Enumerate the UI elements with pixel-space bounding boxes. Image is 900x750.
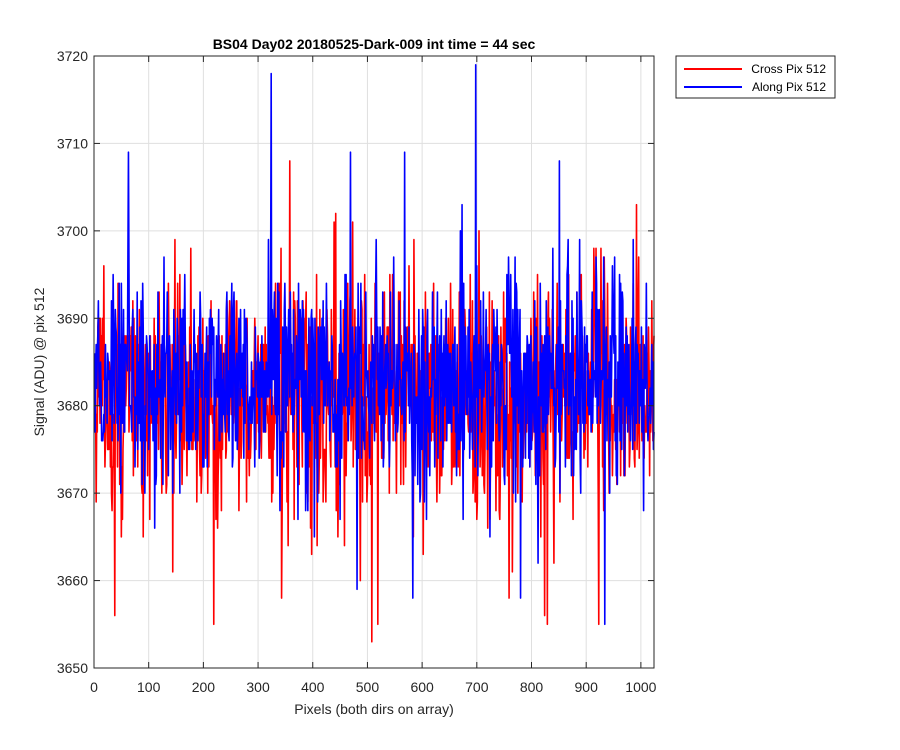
y-tick-label: 3690	[57, 310, 88, 326]
y-axis-label: Signal (ADU) @ pix 512	[31, 287, 47, 436]
legend-label-along-pix-512: Along Pix 512	[752, 80, 826, 94]
x-tick-label: 600	[410, 679, 434, 695]
legend-box	[675, 55, 836, 99]
y-tick-label: 3720	[57, 48, 88, 64]
ticks	[93, 55, 654, 669]
y-tick-label: 3670	[57, 485, 88, 501]
x-tick-label: 900	[575, 679, 599, 695]
legend: Cross Pix 512 Along Pix 512	[675, 55, 836, 99]
x-tick-label: 800	[520, 679, 544, 695]
series-layer	[93, 63, 655, 643]
y-tick-label: 3700	[57, 223, 88, 239]
x-tick-label: 200	[192, 679, 216, 695]
legend-label-cross-pix-512: Cross Pix 512	[751, 62, 826, 76]
x-tick-label: 400	[301, 679, 325, 695]
x-tick-label: 100	[137, 679, 161, 695]
x-tick-label: 1000	[625, 679, 656, 695]
plot-area	[93, 55, 655, 669]
y-tick-label: 3710	[57, 135, 88, 151]
x-tick-label: 500	[356, 679, 380, 695]
x-tick-labels: 0 100 200 300 400 500 600 700 800 900 1000	[90, 679, 657, 695]
x-tick-label: 300	[246, 679, 270, 695]
y-tick-label: 3650	[57, 660, 88, 676]
series-line-along-pix-512	[93, 63, 655, 626]
x-tick-label: 700	[465, 679, 489, 695]
x-axis-label: Pixels (both dirs on array)	[294, 701, 454, 717]
y-tick-label: 3680	[57, 398, 88, 414]
x-tick-label: 0	[90, 679, 98, 695]
y-tick-label: 3660	[57, 573, 88, 589]
y-tick-labels: 3650 3660 3670 3680 3690 3700 3710 3720	[57, 48, 88, 676]
chart-title: BS04 Day02 20180525-Dark-009 int time = …	[213, 36, 536, 52]
axes-box	[93, 55, 655, 669]
